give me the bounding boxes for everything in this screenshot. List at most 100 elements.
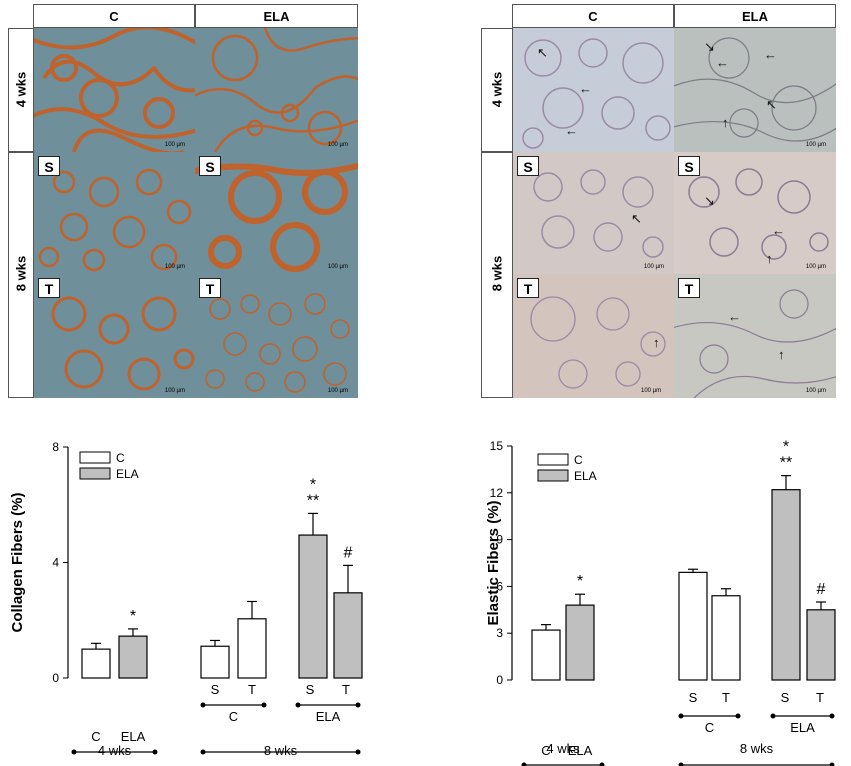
x-sub-label: S xyxy=(211,682,220,697)
arrow-marker: ↘ xyxy=(704,193,715,208)
micrograph-collagen-c-8wks-t: T 100 µm xyxy=(34,274,195,398)
row-label-8wks: 8 wks xyxy=(489,255,505,292)
bracket-end-dot xyxy=(355,749,361,755)
significance-mark: * xyxy=(130,608,136,625)
arrow-marker: ↑ xyxy=(766,251,773,266)
bracket-end-dot xyxy=(829,713,835,719)
micrograph-elastic-ela-4wks: ↘ ← ← ↖ ↑ 100 µm xyxy=(674,28,836,152)
sublabel-t: T xyxy=(517,278,539,298)
x-group-label: C xyxy=(91,729,100,744)
micrograph-elastic-c-8wks-t: T ↑ 100 µm xyxy=(513,274,674,398)
legend-label-c: C xyxy=(116,451,125,465)
significance-mark: # xyxy=(344,544,353,561)
x-sub-label: T xyxy=(342,682,350,697)
bar-c xyxy=(81,648,111,679)
x-group-label: ELA xyxy=(316,709,341,724)
y-tick-label: 4 xyxy=(52,556,59,570)
legend-swatch-ela xyxy=(79,467,111,480)
arrow-marker: ↑ xyxy=(722,115,729,130)
y-axis-label: Collagen Fibers (%) xyxy=(9,492,26,632)
y-tick-label: 8 xyxy=(52,440,59,454)
scalebar-label: 100 µm xyxy=(643,264,664,270)
scalebar-label: 100 µm xyxy=(327,264,348,270)
y-tick-label: 6 xyxy=(496,579,503,593)
x-group-label: C xyxy=(541,743,550,758)
arrow-marker: ↖ xyxy=(766,97,777,112)
scalebar-label: 100 µm xyxy=(805,264,826,270)
bar-c xyxy=(237,618,267,679)
significance-mark: * xyxy=(310,476,316,493)
x-group-label: ELA xyxy=(790,720,815,735)
scalebar-label: 100 µm xyxy=(327,142,348,148)
row-label-4wks: 4 wks xyxy=(489,71,505,108)
row-label-frame-4wks xyxy=(8,28,34,152)
col-header-c: C xyxy=(33,4,195,28)
y-tick-label: 0 xyxy=(52,671,59,685)
bracket-end-dot xyxy=(71,749,77,755)
bracket-end-dot xyxy=(678,713,684,719)
micrograph-elastic-c-4wks: ↖ ← ← xyxy=(513,28,674,152)
scalebar-label: 100 µm xyxy=(164,388,185,394)
y-tick-label: 3 xyxy=(496,626,503,640)
micrograph-collagen-ela-8wks-s: S 100 µm xyxy=(195,152,358,274)
bar-c xyxy=(711,595,741,681)
sublabel-s: S xyxy=(517,156,539,176)
row-label-frame-4wks xyxy=(481,28,513,152)
row-label-frame-8wks xyxy=(481,152,513,398)
scalebar-label: 100 µm xyxy=(327,388,348,394)
bar-ela xyxy=(565,604,595,681)
x-group-label: ELA xyxy=(121,729,146,744)
y-tick-label: 15 xyxy=(490,439,504,453)
bar-c xyxy=(531,629,561,681)
arrow-marker: ← xyxy=(579,81,592,96)
x-group-label: ELA xyxy=(568,743,593,758)
x-sub-label: T xyxy=(722,690,730,705)
bar-ela xyxy=(806,609,836,681)
scalebar-label: 100 µm xyxy=(805,142,826,148)
bracket-end-dot xyxy=(152,749,158,755)
arrow-marker: ← xyxy=(716,55,729,70)
significance-mark: # xyxy=(817,581,826,598)
x-week-label: 8 wks xyxy=(740,741,774,756)
significance-mark: ** xyxy=(307,492,319,509)
x-sub-label: T xyxy=(816,690,824,705)
sublabel-t: T xyxy=(38,278,60,298)
col-header-c: C xyxy=(512,4,674,28)
y-tick-label: 9 xyxy=(496,533,503,547)
bracket-end-dot xyxy=(678,762,684,766)
bar-c xyxy=(678,571,708,681)
micrograph-collagen-c-4wks: 100 µm xyxy=(34,28,195,152)
y-tick-label: 12 xyxy=(490,486,504,500)
significance-mark: * xyxy=(577,573,583,590)
y-tick-label: 0 xyxy=(496,673,503,687)
x-group-label: C xyxy=(229,709,238,724)
legend-label-ela: ELA xyxy=(116,467,139,481)
sublabel-s: S xyxy=(38,156,60,176)
bracket-end-dot xyxy=(829,762,835,766)
arrow-marker: ← xyxy=(764,47,777,62)
scalebar-label: 100 µm xyxy=(164,264,185,270)
x-sub-label: S xyxy=(306,682,315,697)
row-label-4wks: 4 wks xyxy=(13,71,29,108)
legend-label-c: C xyxy=(574,453,583,467)
legend-swatch-c xyxy=(79,451,111,464)
x-sub-label: T xyxy=(248,682,256,697)
sublabel-s: S xyxy=(678,156,700,176)
scalebar-label: 100 µm xyxy=(641,388,662,394)
arrow-marker: ↑ xyxy=(778,347,785,362)
bracket-end-dot xyxy=(200,702,206,708)
bracket-end-dot xyxy=(521,762,527,766)
sublabel-t: T xyxy=(199,278,221,298)
significance-mark: * xyxy=(783,439,789,456)
micrograph-collagen-ela-4wks: 100 µm xyxy=(195,28,358,152)
arrow-marker: ← xyxy=(728,309,741,324)
sublabel-s: S xyxy=(199,156,221,176)
micrograph-elastic-ela-8wks-t: T ← ↑ 100 µm xyxy=(674,274,836,398)
bar-ela xyxy=(333,592,363,679)
arrow-marker: ↖ xyxy=(537,45,548,60)
x-sub-label: S xyxy=(781,690,790,705)
x-week-label: 8 wks xyxy=(264,743,298,758)
arrow-marker: ← xyxy=(772,223,785,238)
scalebar-label: 100 µm xyxy=(164,142,185,148)
